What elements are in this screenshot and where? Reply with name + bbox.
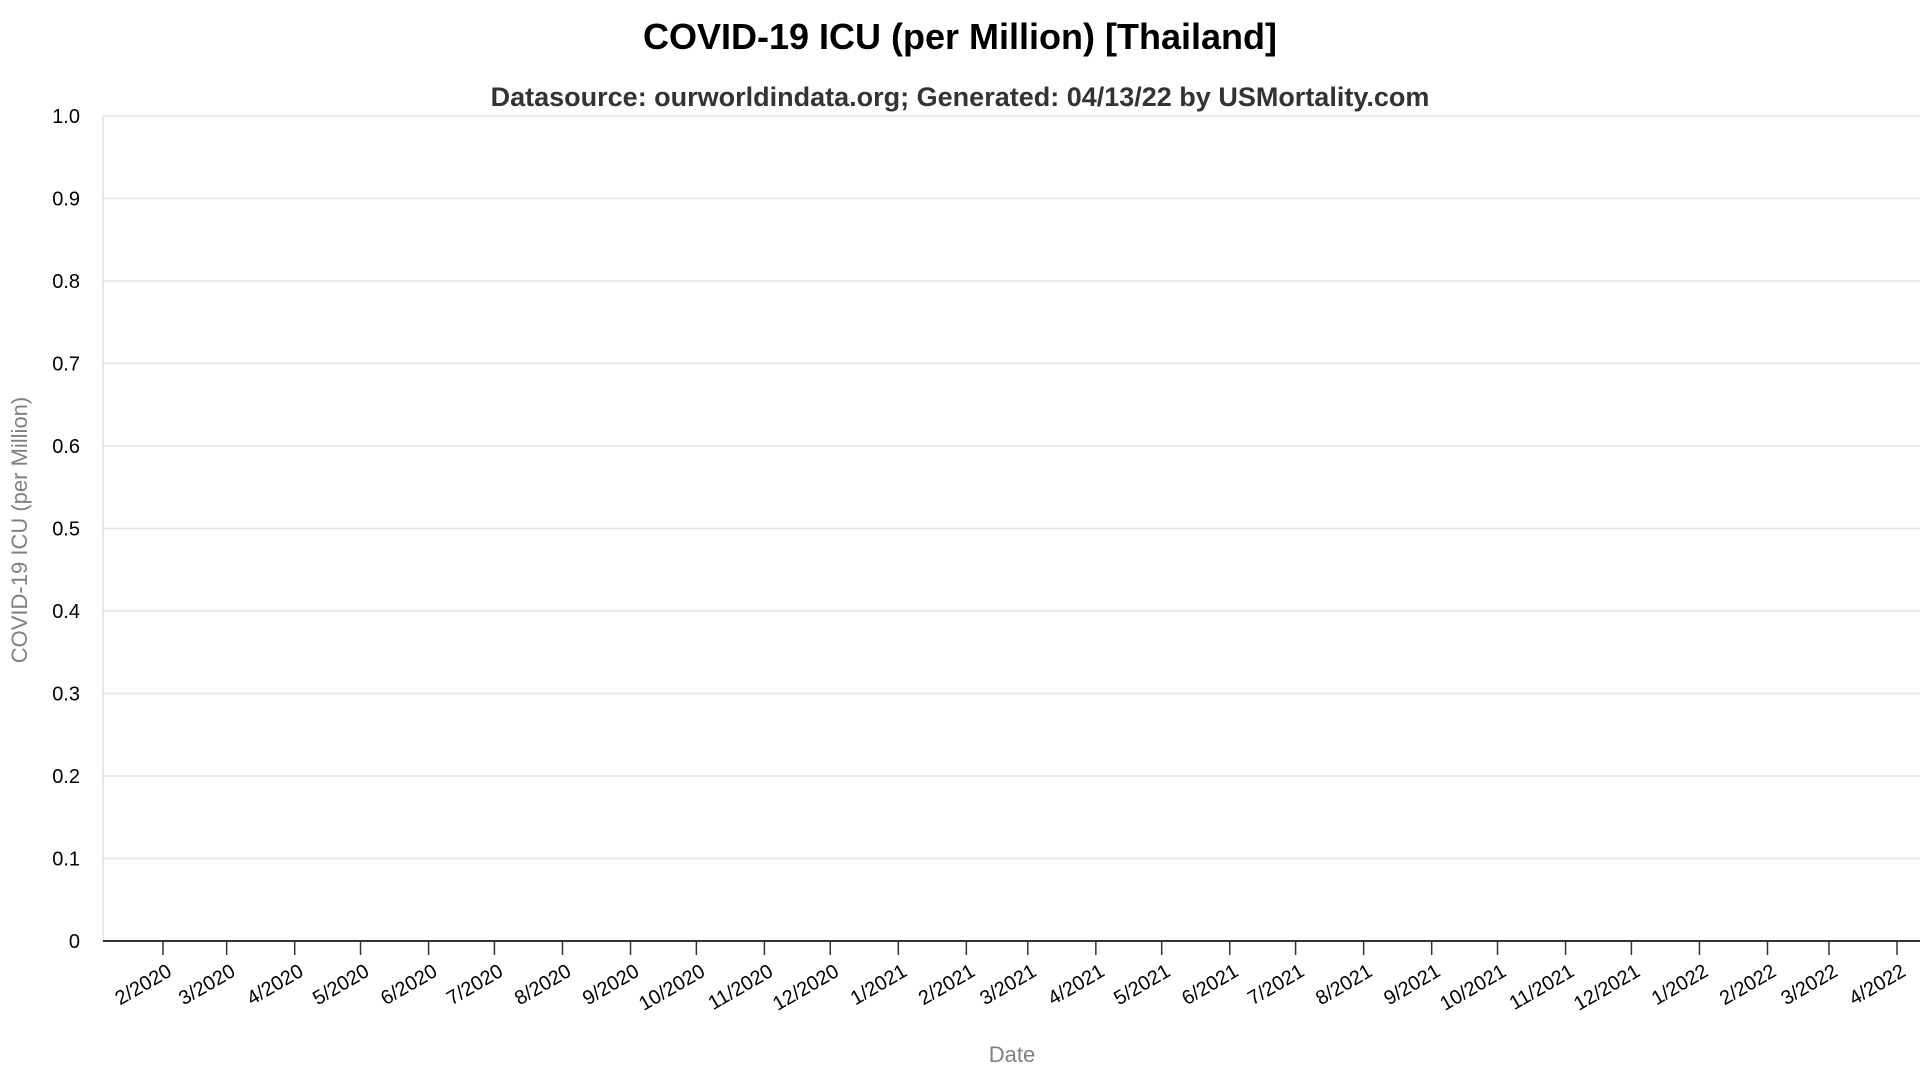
x-tick-label: 12/2021 [1570,960,1644,1015]
x-tick-label: 5/2021 [1110,960,1174,1010]
x-axis-ticks: 2/2020 3/2020 4/2020 5/2020 6/2020 7/2020 8/20… [112,941,1910,1015]
x-tick-label: 7/2021 [1244,960,1308,1010]
x-tick-label: 11/2021 [1506,960,1578,1014]
x-tick-label: 4/2022 [1846,960,1910,1010]
x-tick-label: 3/2022 [1777,960,1841,1010]
x-tick-label: 3/2020 [175,960,239,1010]
y-tick-label: 0.1 [52,849,80,871]
y-tick-label: 0.7 [52,354,80,376]
y-tick-label: 0.2 [52,766,80,788]
grid [102,115,1920,941]
x-tick-label: 8/2021 [1312,960,1376,1010]
y-axis-ticks: 0 0.1 0.2 0.3 0.4 0.5 0.6 0.7 0.8 0.9 1.0 [52,106,80,953]
x-tick-label: 9/2021 [1380,960,1444,1010]
x-tick-label: 9/2020 [579,960,643,1010]
x-tick-label: 1/2021 [847,960,911,1010]
x-tick-label: 2/2021 [915,960,979,1010]
chart-title: COVID-19 ICU (per Million) [Thailand] [643,16,1277,57]
x-tick-label: 4/2021 [1044,960,1108,1010]
y-axis-title: COVID-19 ICU (per Million) [7,397,32,664]
chart-subtitle: Datasource: ourworldindata.org; Generate… [491,82,1430,112]
y-tick-label: 0 [69,931,80,953]
x-tick-label: 10/2020 [635,960,709,1015]
x-tick-label: 6/2021 [1178,960,1242,1010]
y-tick-label: 0.6 [52,436,80,458]
y-tick-label: 0.3 [52,684,80,706]
y-tick-label: 0.4 [52,601,80,623]
x-tick-label: 7/2020 [443,960,507,1010]
x-tick-label: 10/2021 [1436,960,1510,1015]
y-tick-label: 0.9 [52,189,80,211]
y-tick-label: 1.0 [52,106,80,128]
x-axis-title: Date [989,1042,1035,1067]
x-tick-label: 6/2020 [377,960,441,1010]
x-tick-label: 12/2020 [769,960,843,1015]
x-tick-label: 2/2020 [112,960,176,1010]
x-tick-label: 1/2022 [1648,960,1712,1010]
x-tick-label: 2/2022 [1716,960,1780,1010]
y-tick-label: 0.5 [52,519,80,541]
x-tick-label: 8/2020 [511,960,575,1010]
x-tick-label: 11/2020 [705,960,777,1014]
x-tick-label: 3/2021 [976,960,1040,1010]
x-tick-label: 5/2020 [309,960,373,1010]
y-tick-label: 0.8 [52,271,80,293]
x-tick-label: 4/2020 [243,960,307,1010]
